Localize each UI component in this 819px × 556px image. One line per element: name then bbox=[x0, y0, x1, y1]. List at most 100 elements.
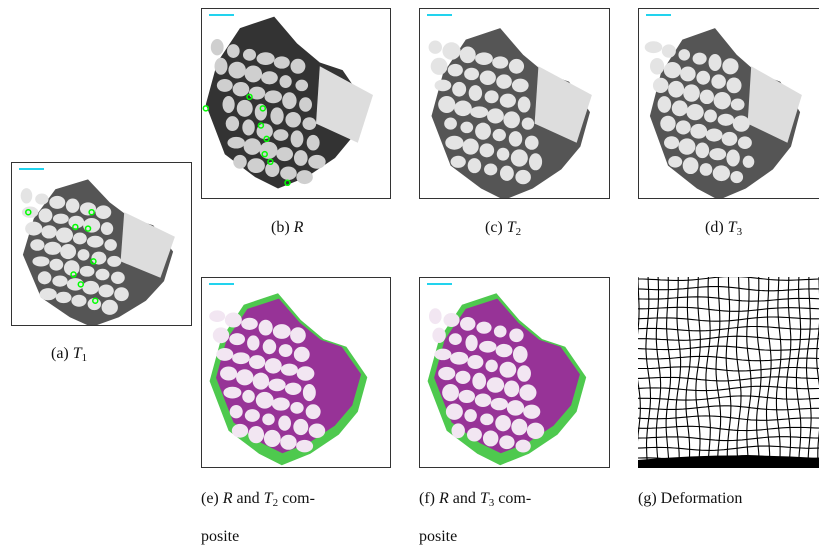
cell bbox=[467, 428, 482, 442]
cell bbox=[104, 239, 116, 251]
caption: (b) R bbox=[271, 209, 303, 247]
caption-text: and bbox=[233, 490, 264, 507]
grid-line bbox=[638, 297, 819, 301]
cell bbox=[476, 322, 491, 334]
caption-italic: R bbox=[223, 490, 233, 507]
cell bbox=[493, 129, 506, 141]
cell bbox=[233, 82, 250, 96]
cell bbox=[82, 281, 99, 295]
cell bbox=[30, 239, 44, 251]
cell bbox=[295, 80, 308, 91]
cell bbox=[432, 328, 445, 343]
caption-text: (e) bbox=[201, 490, 223, 507]
cell bbox=[67, 278, 84, 291]
figure: (a) T1 (b) R (c) T2 (d) T3 (e) R and T2 … bbox=[0, 0, 819, 555]
caption: (d) T3 bbox=[705, 209, 742, 247]
cell bbox=[227, 44, 240, 58]
caption-sub: 1 bbox=[82, 352, 88, 364]
cell bbox=[98, 284, 113, 297]
cell bbox=[460, 122, 473, 134]
caption-text: (d) bbox=[705, 219, 728, 236]
grid-line bbox=[638, 336, 819, 340]
cell bbox=[516, 440, 531, 453]
caption-italic: R bbox=[439, 490, 449, 507]
cell bbox=[475, 52, 493, 65]
cell bbox=[518, 96, 531, 112]
cell bbox=[507, 400, 524, 415]
cell bbox=[511, 149, 528, 166]
caption: (g) Deformation bbox=[638, 480, 742, 518]
image-panel bbox=[201, 8, 391, 199]
cell bbox=[257, 52, 275, 65]
cell bbox=[290, 59, 305, 74]
grid-line bbox=[638, 307, 819, 311]
grid-line bbox=[807, 277, 812, 462]
cell bbox=[101, 222, 113, 235]
cell bbox=[245, 65, 262, 82]
cell bbox=[274, 56, 290, 68]
cell bbox=[499, 362, 516, 378]
cell bbox=[299, 97, 312, 111]
caption-line: (e) R and T2 com- bbox=[201, 480, 315, 518]
cell bbox=[650, 58, 664, 75]
cell bbox=[645, 41, 663, 53]
cell bbox=[696, 143, 710, 159]
cell bbox=[259, 142, 277, 159]
cell bbox=[450, 352, 468, 365]
cell bbox=[653, 78, 669, 93]
cell bbox=[91, 252, 106, 265]
cell bbox=[442, 42, 460, 59]
cell bbox=[41, 225, 56, 238]
cell bbox=[285, 112, 301, 128]
grid-line bbox=[656, 277, 660, 462]
grid-line bbox=[786, 277, 790, 462]
cell bbox=[56, 292, 72, 303]
cell bbox=[500, 166, 514, 181]
grid-line bbox=[638, 416, 819, 420]
cell bbox=[68, 216, 84, 229]
cell bbox=[480, 143, 495, 157]
caption-line: (d) T3 bbox=[705, 209, 742, 247]
cell bbox=[696, 71, 710, 85]
image bbox=[202, 9, 391, 199]
cell bbox=[96, 205, 112, 219]
grid-line bbox=[638, 317, 819, 321]
cell bbox=[279, 75, 291, 88]
cell bbox=[503, 111, 520, 128]
cell bbox=[35, 194, 48, 205]
image bbox=[638, 277, 819, 468]
cell bbox=[226, 116, 239, 131]
cell bbox=[479, 341, 496, 353]
grid-line bbox=[796, 277, 800, 462]
cell bbox=[527, 423, 544, 439]
cell bbox=[261, 71, 278, 84]
cell bbox=[211, 39, 224, 55]
cell bbox=[475, 394, 491, 407]
cell bbox=[78, 249, 90, 260]
grid-line bbox=[706, 277, 710, 462]
grid-line bbox=[638, 277, 640, 462]
cell bbox=[509, 131, 522, 147]
cell bbox=[280, 167, 297, 180]
cell bbox=[731, 99, 745, 111]
cell bbox=[452, 82, 466, 97]
caption-line: (f) R and T3 com- bbox=[419, 480, 531, 518]
cell bbox=[216, 348, 233, 361]
caption-text: (c) bbox=[485, 219, 507, 236]
cell bbox=[664, 136, 679, 149]
cell bbox=[71, 295, 86, 307]
cell bbox=[56, 228, 73, 243]
grid-line bbox=[638, 406, 819, 410]
cell bbox=[220, 366, 237, 380]
cell bbox=[676, 120, 691, 134]
cell bbox=[66, 198, 80, 212]
cell bbox=[469, 85, 482, 101]
cell bbox=[209, 310, 225, 322]
image-panel bbox=[638, 8, 819, 199]
cell bbox=[44, 242, 61, 255]
grid-line bbox=[747, 277, 751, 462]
cell bbox=[718, 114, 734, 126]
cell bbox=[73, 233, 87, 245]
cell bbox=[223, 387, 241, 399]
cell bbox=[515, 170, 531, 184]
